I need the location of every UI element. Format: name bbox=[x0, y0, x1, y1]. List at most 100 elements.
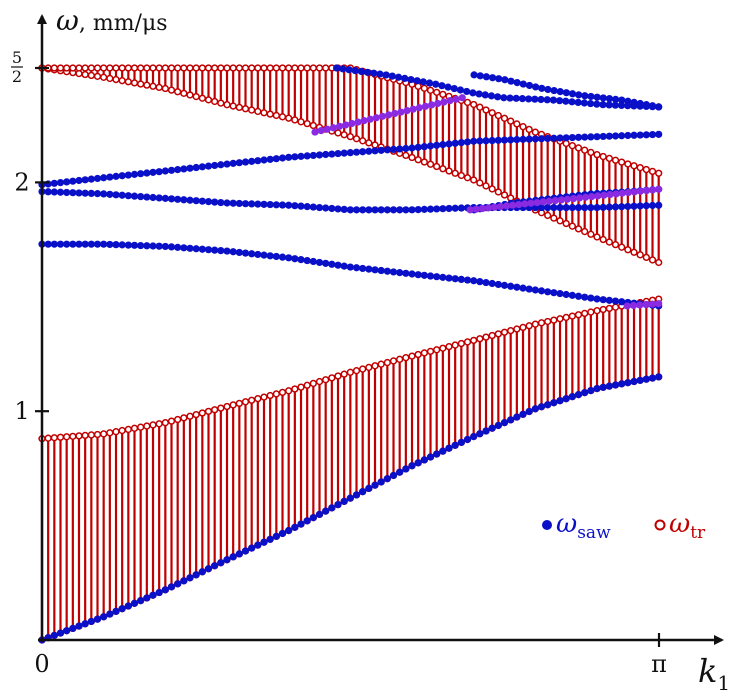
saw-5-point bbox=[599, 94, 607, 102]
saw-0-point bbox=[587, 386, 595, 395]
saw-1-point bbox=[383, 267, 391, 275]
band-0-upper-point bbox=[556, 315, 564, 323]
saw-1-point bbox=[463, 276, 472, 284]
band-1-upper-point bbox=[285, 64, 293, 72]
saw-2-point bbox=[106, 190, 114, 198]
saw-3-point bbox=[494, 136, 502, 144]
saw-0-point bbox=[241, 547, 250, 555]
saw-0-point bbox=[550, 399, 558, 407]
band-1-lower-point bbox=[593, 233, 601, 241]
saw-2-point bbox=[346, 206, 354, 214]
saw-5-point bbox=[544, 85, 552, 94]
band-1-lower-point bbox=[587, 230, 595, 238]
band-0-upper-point bbox=[328, 374, 336, 382]
saw-3-point bbox=[414, 143, 422, 151]
legend-tr-marker bbox=[654, 519, 666, 531]
band-1-upper-point bbox=[642, 165, 651, 174]
band-1-lower-point bbox=[167, 86, 176, 94]
saw-2-point bbox=[420, 205, 428, 213]
saw-2-point bbox=[433, 205, 441, 213]
overlap-0-point bbox=[391, 109, 399, 118]
saw-3-point bbox=[285, 153, 293, 161]
band-0-upper-point bbox=[260, 393, 268, 401]
saw-1-point bbox=[272, 252, 280, 261]
saw-4-point bbox=[555, 97, 564, 105]
saw-1-point bbox=[334, 261, 342, 269]
saw-4-point bbox=[574, 98, 582, 107]
saw-0-point bbox=[192, 571, 200, 579]
band-0-upper-point bbox=[476, 335, 484, 343]
saw-1-point bbox=[100, 240, 108, 248]
saw-3-point bbox=[248, 157, 256, 165]
saw-3-point bbox=[525, 135, 533, 143]
saw-2-point bbox=[408, 206, 416, 214]
saw-1-point bbox=[161, 242, 169, 251]
band-0-upper-point bbox=[69, 432, 77, 440]
saw-5-point bbox=[507, 77, 515, 85]
overlap-0-point bbox=[360, 117, 368, 125]
saw-1-point bbox=[457, 275, 465, 283]
saw-0-point bbox=[87, 617, 95, 626]
band-1-upper-point bbox=[112, 64, 120, 72]
band-0-upper-point bbox=[568, 312, 577, 320]
saw-1-point bbox=[87, 240, 95, 248]
band-0-upper-point bbox=[537, 319, 546, 327]
band-1-lower-point bbox=[618, 243, 626, 251]
band-0-upper-point bbox=[544, 317, 552, 326]
saw-1-point bbox=[315, 258, 324, 267]
saw-5-point bbox=[519, 80, 527, 88]
saw-3-point bbox=[537, 135, 546, 143]
band-1-upper-point bbox=[211, 64, 219, 72]
band-0-upper-point bbox=[124, 425, 132, 434]
saw-1-point bbox=[426, 272, 435, 280]
overlap-0-point bbox=[335, 122, 344, 130]
band-1-upper-point bbox=[322, 64, 330, 72]
band-1-lower-point bbox=[278, 113, 287, 121]
overlap-1-point bbox=[600, 191, 608, 199]
saw-0-point bbox=[235, 550, 243, 558]
saw-1-point bbox=[439, 273, 447, 281]
overlap-1-point bbox=[503, 202, 511, 210]
overlap-1-point bbox=[478, 204, 486, 213]
overlap-1-point bbox=[533, 198, 541, 207]
overlap-2-point bbox=[623, 302, 631, 310]
saw-1-point bbox=[167, 243, 176, 251]
saw-1-point bbox=[389, 268, 398, 276]
overlap-1-point bbox=[582, 193, 590, 201]
band-0-upper-point bbox=[605, 304, 614, 313]
band-1-upper-point bbox=[525, 125, 533, 134]
band-1-lower-point bbox=[112, 75, 120, 84]
saw-0-point bbox=[574, 391, 583, 399]
saw-1-point bbox=[118, 241, 126, 249]
overlap-1-point bbox=[655, 185, 663, 193]
saw-5-point bbox=[568, 90, 577, 98]
saw-4-point bbox=[363, 68, 372, 76]
saw-0-point bbox=[630, 377, 638, 386]
saw-3-point bbox=[642, 131, 650, 139]
band-1-lower-point bbox=[550, 214, 558, 222]
saw-3-point bbox=[420, 143, 428, 151]
overlap-0-point bbox=[378, 112, 387, 120]
saw-2-point bbox=[50, 188, 58, 196]
saw-1-point bbox=[198, 245, 206, 253]
saw-1-point bbox=[50, 240, 58, 248]
saw-2-point bbox=[371, 206, 379, 214]
saw-2-point bbox=[124, 192, 132, 200]
saw-3-point bbox=[278, 154, 287, 162]
band-1-upper-point bbox=[513, 120, 521, 128]
band-1-upper-point bbox=[174, 64, 182, 72]
overlap-1-point bbox=[527, 199, 535, 207]
saw-0-point bbox=[167, 583, 176, 591]
saw-1-point bbox=[525, 285, 533, 293]
saw-2-point bbox=[581, 203, 589, 212]
saw-2-point bbox=[334, 205, 342, 213]
band-1-upper-point bbox=[63, 64, 71, 72]
saw-4-point bbox=[456, 86, 465, 94]
overlap-0-point bbox=[458, 94, 466, 102]
saw-0-point bbox=[69, 624, 77, 633]
band-0-upper-point bbox=[81, 431, 89, 440]
band-0-upper-point bbox=[291, 385, 299, 393]
saw-1-point bbox=[531, 286, 539, 294]
saw-0-point bbox=[186, 574, 194, 582]
